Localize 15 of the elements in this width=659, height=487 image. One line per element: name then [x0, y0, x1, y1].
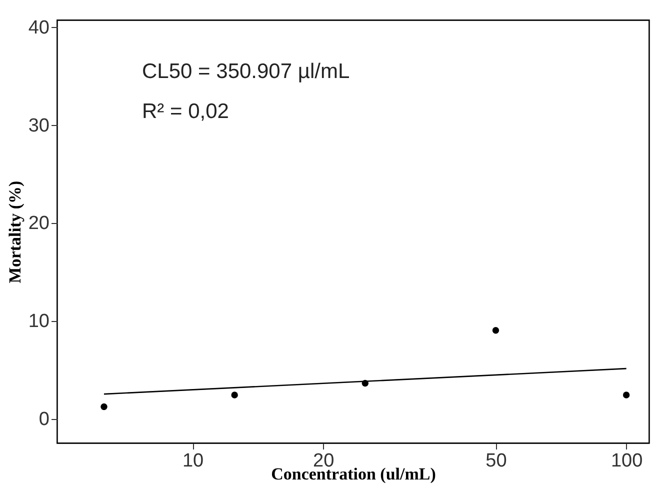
point [231, 392, 238, 398]
x-tick-label: 50 [486, 450, 507, 472]
x-tick-label: 100 [610, 450, 643, 472]
annotation: R² = 0,02 [142, 100, 229, 123]
y-axis-title: Mortality (%) [5, 180, 24, 284]
point [100, 403, 108, 410]
y-tick-label: 40 [28, 17, 50, 38]
x-tick-label: 10 [182, 450, 204, 472]
y-tick-label: 10 [28, 311, 50, 332]
point [622, 392, 630, 398]
y-tick-label: 20 [28, 213, 50, 234]
annotation: CL50 = 350.907 µl/mL [142, 60, 350, 83]
y-tick-label: 30 [28, 115, 50, 136]
y-tick-label: 0 [38, 409, 50, 430]
point [492, 327, 500, 334]
